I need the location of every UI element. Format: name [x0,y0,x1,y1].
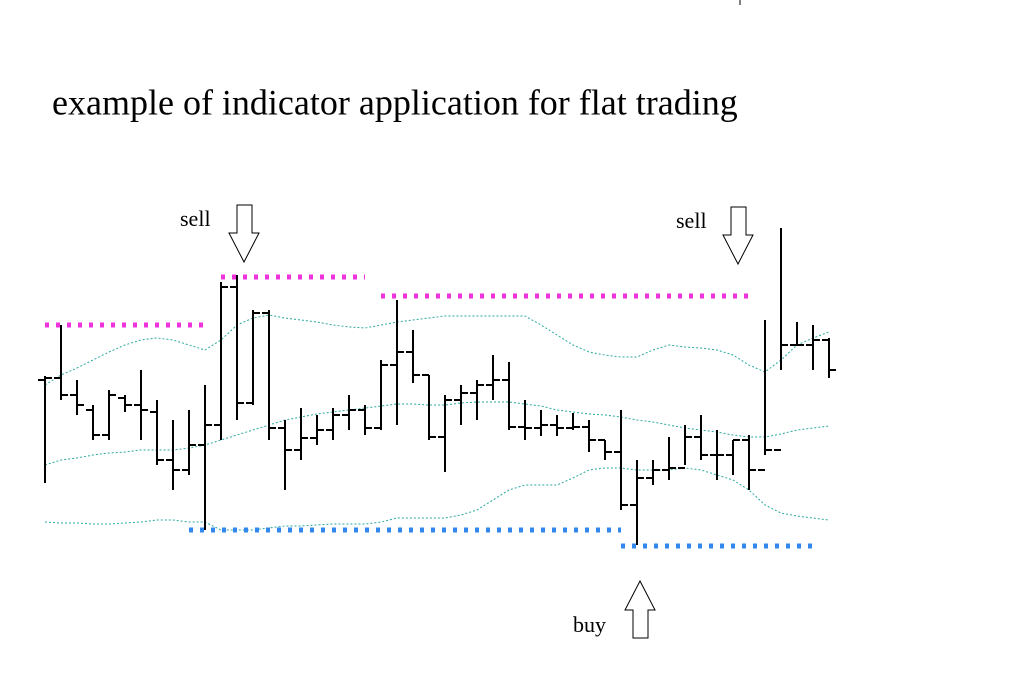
band-line [44,314,830,386]
annotation: buy [573,612,606,637]
sell-arrow [228,204,260,264]
annotation: sell [676,208,707,233]
chart-title: example of indicator application for fla… [52,82,738,122]
annotation: sell [180,206,211,231]
sell-arrow [722,206,754,266]
buy-arrow [624,579,656,639]
band-line [44,401,830,466]
